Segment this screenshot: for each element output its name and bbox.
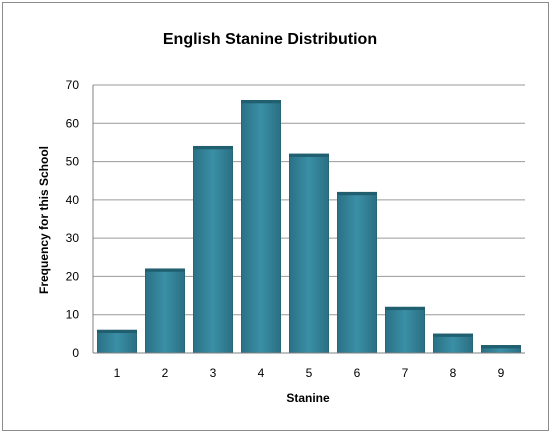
bar-4: [241, 100, 281, 354]
bar-7: [385, 306, 425, 354]
bar-top-8: [433, 333, 473, 337]
x-axis-title: Stanine: [286, 391, 330, 405]
y-tick-label: 10: [66, 308, 80, 322]
y-tick-label: 30: [66, 231, 80, 245]
axes: [92, 85, 525, 354]
y-tick-labels: 0 10 20 30 40 50 60 70: [66, 78, 80, 360]
y-tick-label: 60: [66, 116, 80, 130]
y-tick-label: 40: [66, 193, 80, 207]
bar-2: [145, 268, 185, 354]
bar-top-2: [145, 268, 185, 272]
y-tick-label: 70: [66, 78, 80, 92]
x-tick-label: 9: [498, 366, 505, 380]
x-tick-label: 2: [162, 366, 169, 380]
bar-1: [97, 329, 137, 354]
bar-top-6: [337, 192, 377, 196]
plot-area: 0 10 20 30 40 50 60 70 1 2 3 4 5 6 7 8 9: [66, 78, 525, 380]
x-tick-label: 5: [306, 366, 313, 380]
x-tick-label: 8: [450, 366, 457, 380]
x-tick-label: 6: [354, 366, 361, 380]
x-tick-labels: 1 2 3 4 5 6 7 8 9: [114, 366, 505, 380]
y-tick-label: 20: [66, 269, 80, 283]
chart-title: English Stanine Distribution: [163, 31, 377, 48]
y-axis-title: Frequency for this School: [37, 146, 51, 294]
bar-top-1: [97, 330, 137, 334]
bar-3: [193, 145, 233, 354]
y-tick-label: 50: [66, 155, 80, 169]
bar-top-7: [385, 307, 425, 311]
x-tick-label: 7: [402, 366, 409, 380]
y-tick-label: 0: [72, 346, 79, 360]
bar-top-9: [481, 345, 521, 349]
bars: [97, 100, 521, 354]
bar-top-3: [193, 146, 233, 150]
x-tick-label: 4: [258, 366, 265, 380]
bar-top-4: [241, 100, 281, 104]
bar-5: [289, 153, 329, 354]
bar-6: [337, 191, 377, 354]
x-tick-label: 3: [210, 366, 217, 380]
bar-top-5: [289, 153, 329, 157]
x-tick-label: 1: [114, 366, 121, 380]
